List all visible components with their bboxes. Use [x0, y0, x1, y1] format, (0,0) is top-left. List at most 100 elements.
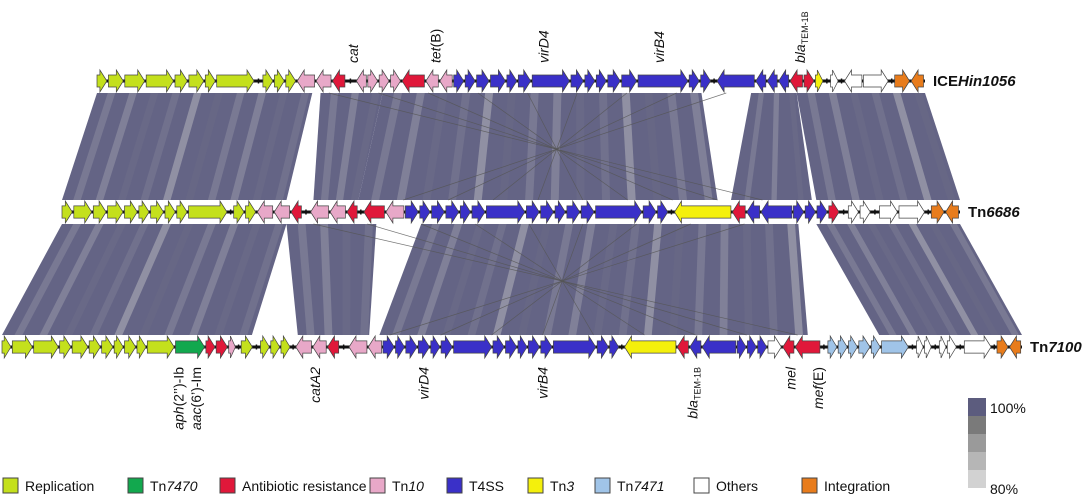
- gene-arrow: [879, 199, 898, 225]
- label-part: Others: [716, 478, 758, 494]
- gene-arrow: [124, 199, 138, 225]
- label-part: cat: [345, 43, 361, 63]
- gene-arrow: [881, 334, 909, 360]
- synteny-stripe: [320, 224, 333, 335]
- label-part: Tn: [550, 478, 566, 494]
- gene-arrow: [930, 199, 945, 225]
- synteny-crossing-line: [428, 92, 673, 201]
- gene-arrow: [355, 68, 367, 94]
- gene-arrow: [96, 68, 108, 94]
- label-part: Tn: [150, 478, 166, 494]
- gene-label: aph(2’’)-Ib: [171, 367, 187, 430]
- gene-arrow: [430, 334, 441, 360]
- synteny-layer: [2, 92, 1022, 336]
- synteny-stripe: [320, 93, 339, 200]
- synteny-stripe: [118, 93, 159, 200]
- legend-swatch: [219, 477, 236, 494]
- synteny-stripe: [892, 93, 932, 200]
- gene-arrow: [273, 199, 290, 225]
- gene-arrow: [256, 199, 274, 225]
- legend-swatch: [594, 477, 611, 494]
- gene-arrow: [405, 334, 418, 360]
- gene-arrow: [188, 199, 228, 225]
- gene-arrow: [164, 199, 176, 225]
- gene-arrow: [731, 199, 746, 225]
- synteny-stripe: [448, 93, 471, 200]
- scale-step: [968, 398, 986, 416]
- label-part: TEM-1B: [693, 367, 703, 400]
- gene-arrow: [490, 68, 506, 94]
- synteny-stripe: [473, 93, 494, 200]
- legend-item-tn7471: Tn7471: [594, 477, 665, 494]
- legend-item-antibiotic-resistance: Antibiotic resistance: [219, 477, 367, 494]
- label-part: catA2: [307, 367, 323, 403]
- gene-arrow: [439, 68, 453, 94]
- gene-arrow: [859, 199, 871, 225]
- legend-label: Replication: [25, 478, 94, 494]
- synteny-stripe: [525, 93, 539, 200]
- gene-arrow: [607, 68, 621, 94]
- gene-arrow: [215, 334, 228, 360]
- gene-arrow: [553, 334, 597, 360]
- synteny-stripe: [297, 224, 315, 335]
- gene-arrow: [621, 68, 638, 94]
- synteny-stripe: [114, 224, 171, 335]
- synteny-stripe: [207, 93, 245, 200]
- gene-arrow: [554, 199, 566, 225]
- synteny-stripe: [550, 93, 562, 200]
- gene-arrow: [71, 334, 89, 360]
- gene-arrow: [262, 68, 274, 94]
- gene-arrow: [844, 68, 863, 94]
- gene-arrow: [295, 334, 312, 360]
- synteny-stripe: [140, 93, 180, 200]
- gene-arrow: [101, 334, 114, 360]
- legend-label: Integration: [824, 478, 890, 494]
- gene-arrow: [401, 68, 425, 94]
- gene-arrow: [174, 68, 188, 94]
- gene-arrow: [609, 334, 620, 360]
- gene-arrow: [701, 334, 737, 360]
- legend-item-others: Others: [693, 477, 758, 494]
- gene-arrow: [113, 334, 124, 360]
- gene-arrow: [285, 68, 297, 94]
- scale-step: [968, 452, 986, 470]
- gene-arrow: [150, 199, 164, 225]
- synteny-stripe: [492, 224, 529, 335]
- gene-arrow: [329, 199, 346, 225]
- synteny-stripe: [598, 93, 611, 200]
- synteny-crossing-line: [491, 223, 637, 336]
- synteny-crossing-line: [527, 92, 584, 201]
- gene-arrow: [596, 334, 609, 360]
- gene-label: blaTEM-1B: [792, 11, 810, 63]
- track-name: ICEHin1056: [933, 73, 1016, 90]
- legend-swatch: [446, 477, 463, 494]
- gene-arrow: [431, 199, 445, 225]
- legend: Replication Tn7470 Antibiotic resistance Tn…: [2, 477, 890, 494]
- synteny-stripe: [847, 224, 917, 335]
- gene-arrow: [417, 334, 430, 360]
- synteny-stripe: [719, 224, 729, 335]
- legend-label: Antibiotic resistance: [242, 478, 367, 494]
- synteny-stripe: [593, 224, 618, 335]
- legend-item-tn7470: Tn7470: [127, 477, 198, 494]
- gene-arrow: [11, 334, 33, 360]
- gene-arrow: [837, 334, 848, 360]
- gene-arrow: [674, 199, 732, 225]
- gene-label: virD4: [415, 367, 431, 400]
- gene-arrow: [464, 68, 476, 94]
- gene-arrow: [778, 68, 789, 94]
- gene-arrow: [716, 68, 755, 94]
- gene-arrow: [584, 68, 596, 94]
- gene-arrow: [61, 199, 73, 225]
- gene-arrow: [327, 334, 340, 360]
- gene-arrow: [746, 199, 760, 225]
- legend-label: Others: [716, 478, 758, 494]
- gene-arrow: [146, 334, 175, 360]
- gene-arrow: [657, 199, 669, 225]
- gene-arrow: [676, 334, 689, 360]
- track-Tn7100: Tn7100: [0, 334, 1082, 360]
- gene-arrow: [1, 334, 12, 360]
- gene-arrow: [540, 334, 553, 360]
- label-part: Tn: [617, 478, 633, 494]
- synteny-stripe: [252, 93, 288, 200]
